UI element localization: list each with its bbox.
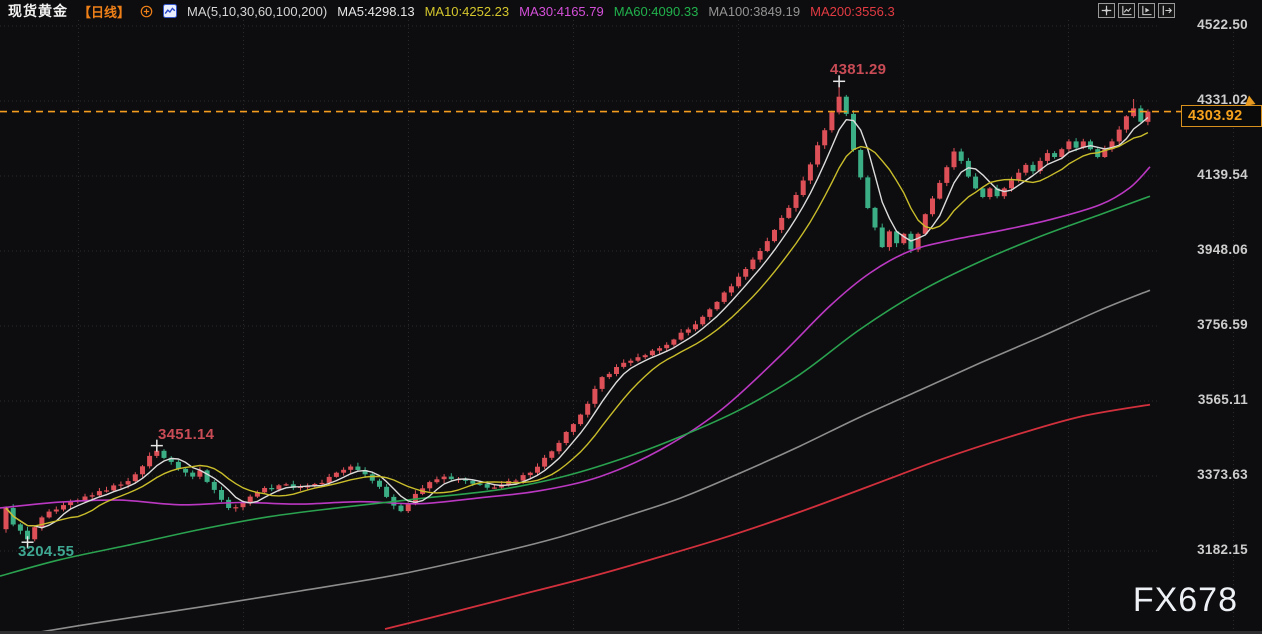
ma200-line bbox=[384, 403, 1151, 630]
y-axis-label: 4522.50 bbox=[1197, 17, 1248, 32]
axis-play-icon bbox=[1142, 5, 1152, 16]
collapse-right-button[interactable] bbox=[1158, 3, 1175, 18]
latest-price-arrow-icon[interactable] bbox=[1244, 95, 1257, 107]
ma100-line bbox=[23, 289, 1151, 634]
watermark: FX678 bbox=[1132, 581, 1238, 619]
ma10-line bbox=[5, 131, 1149, 527]
y-axis-label: 3373.63 bbox=[1197, 467, 1248, 482]
current-price-value: 4303.92 bbox=[1188, 108, 1243, 124]
current-price-label: 4303.92 bbox=[1181, 105, 1262, 127]
annotation-swing-high: 3451.14 bbox=[158, 426, 215, 443]
crosshair-icon bbox=[1101, 5, 1112, 16]
y-axis-label: 3565.11 bbox=[1197, 392, 1248, 407]
crosshair-button[interactable] bbox=[1098, 3, 1115, 18]
ma60-line bbox=[0, 195, 1151, 577]
chart-header: 现货黄金 【日线】 MA(5,10,30,60,100,200) MA5:429… bbox=[8, 0, 895, 22]
axis-scale-button[interactable] bbox=[1118, 3, 1135, 18]
y-axis-label: 3756.59 bbox=[1197, 317, 1248, 332]
symbol-name: 现货黄金 bbox=[8, 3, 68, 19]
chart-toolbar bbox=[1098, 3, 1175, 18]
ma10-value: MA10:4252.23 bbox=[424, 3, 510, 19]
candles-layer[interactable] bbox=[3, 81, 1151, 543]
period-label[interactable]: 【日线】 bbox=[78, 4, 131, 20]
add-indicator-icon[interactable] bbox=[140, 5, 153, 18]
ma30-line bbox=[0, 166, 1151, 509]
ma200-value: MA200:3556.3 bbox=[810, 3, 895, 19]
ma30-value: MA30:4165.79 bbox=[519, 3, 604, 19]
y-axis-label: 4139.54 bbox=[1197, 167, 1248, 182]
arrow-out-icon bbox=[1162, 5, 1172, 16]
ma100-value: MA100:3849.19 bbox=[708, 3, 801, 19]
annotation-low-price: 3204.55 bbox=[18, 543, 75, 560]
extreme-markers-layer bbox=[21, 75, 846, 549]
axis-play-button[interactable] bbox=[1138, 3, 1155, 18]
y-axis-label: 3948.06 bbox=[1197, 242, 1248, 257]
y-axis-label: 4331.02 bbox=[1197, 92, 1248, 107]
plus-circle-icon bbox=[140, 5, 153, 17]
ma5-value: MA5:4298.13 bbox=[337, 3, 415, 19]
ma60-value: MA60:4090.33 bbox=[613, 3, 699, 19]
bottom-scrollbar[interactable] bbox=[0, 631, 1262, 634]
ma-settings-label[interactable]: MA(5,10,30,60,100,200) bbox=[187, 3, 328, 19]
kline-chart-icon[interactable] bbox=[163, 4, 178, 18]
ma5-line bbox=[5, 116, 1149, 529]
mini-chart-icon bbox=[163, 4, 178, 18]
axis-chart-icon bbox=[1122, 5, 1132, 16]
ma-lines-layer bbox=[0, 116, 1151, 634]
annotation-high-price: 4381.29 bbox=[830, 61, 887, 78]
y-axis-label: 3182.15 bbox=[1197, 542, 1248, 557]
